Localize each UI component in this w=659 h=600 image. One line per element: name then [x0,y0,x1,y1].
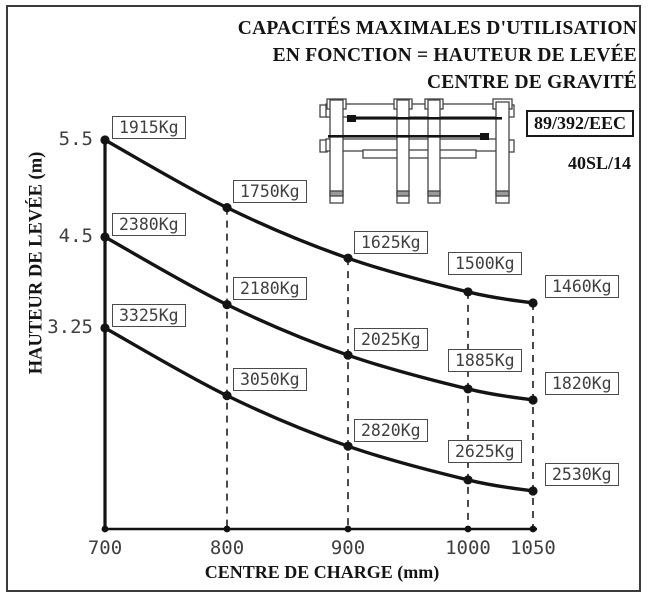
page-title: CAPACITÉS MAXIMALES D'UTILISATION EN FON… [238,15,637,96]
capacity-label-3325kg: 3325Kg [112,304,186,327]
capacity-label-2820kg: 2820Kg [354,419,428,443]
y-tick-label-4.5: 4.5 [58,225,93,247]
axis-tick-dot [529,525,537,533]
y-tick-label-3.25: 3.25 [47,316,93,338]
y-axis-title: HAUTEUR DE LEVÉE (m) [26,151,47,375]
capacity-label-2530kg: 2530Kg [545,463,619,486]
capacity-label-1625kg: 1625Kg [354,231,428,255]
data-point [463,475,473,485]
data-point [100,232,110,242]
data-point [343,350,353,360]
capacity-label-2380kg: 2380Kg [112,213,186,236]
capacity-label-1500kg: 1500Kg [448,251,522,275]
data-point [222,391,232,401]
capacity-label-2180kg: 2180Kg [233,276,307,300]
x-axis-title: CENTRE DE CHARGE (mm) [204,562,440,582]
data-point [100,323,110,333]
axis-tick-dot [101,525,109,533]
capacity-label-3050kg: 3050Kg [233,367,307,391]
data-point [100,135,110,145]
model-code: 40SL/14 [567,153,631,173]
x-tick-label-900: 900 [330,537,366,559]
x-tick-label-800: 800 [209,537,245,559]
capacity-curve-4.5m [103,235,535,402]
data-point [463,287,473,297]
data-point [528,298,538,308]
axis-tick-dot [223,525,231,533]
y-tick-label-5.5: 5.5 [58,128,93,150]
capacity-curve-5.5m [103,138,535,305]
capacity-label-2625kg: 2625Kg [448,439,522,463]
data-point [343,441,353,451]
capacity-label-1915kg: 1915Kg [112,116,186,139]
data-point [343,253,353,263]
data-point [222,203,232,213]
data-point [463,384,473,394]
capacity-label-2025kg: 2025Kg [354,328,428,352]
axis-tick-dot [344,525,352,533]
capacity-curve-3.25m [103,326,535,493]
title-line-2: EN FONCTION = HAUTEUR DE LEVÉE [272,45,637,66]
title-line-1: CAPACITÉS MAXIMALES D'UTILISATION [237,18,637,39]
ec-directive-badge: 89/392/EEC [526,110,635,137]
x-tick-label-700: 700 [87,537,123,559]
x-tick-label-1050: 1050 [510,537,556,559]
x-tick-label-1000: 1000 [445,537,491,559]
axis-tick-dot [464,525,472,533]
capacity-label-1750kg: 1750Kg [233,179,307,203]
title-line-3: CENTRE DE GRAVITÉ [426,72,637,93]
data-point [528,395,538,405]
capacity-label-1820kg: 1820Kg [545,372,619,395]
capacity-label-1885kg: 1885Kg [448,348,522,372]
data-point [528,486,538,496]
capacity-label-1460kg: 1460Kg [545,275,619,298]
fork-carriage-illustration [319,98,515,204]
data-point [222,300,232,310]
